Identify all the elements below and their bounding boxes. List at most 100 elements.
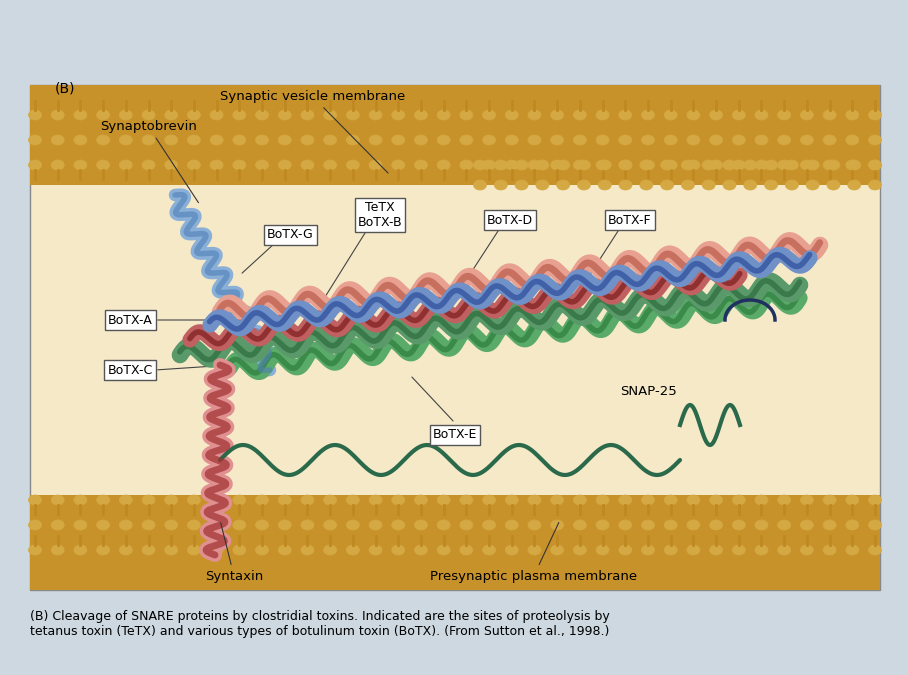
Text: BoTX-G: BoTX-G <box>267 229 313 242</box>
Ellipse shape <box>459 110 473 120</box>
Ellipse shape <box>346 110 360 120</box>
Ellipse shape <box>709 110 723 120</box>
Ellipse shape <box>868 160 882 170</box>
Ellipse shape <box>28 520 42 530</box>
Ellipse shape <box>119 520 133 530</box>
Ellipse shape <box>664 135 677 145</box>
Ellipse shape <box>51 495 64 505</box>
Ellipse shape <box>210 495 223 505</box>
FancyBboxPatch shape <box>30 495 880 590</box>
Ellipse shape <box>800 495 814 505</box>
Ellipse shape <box>823 110 836 120</box>
Ellipse shape <box>142 110 155 120</box>
Ellipse shape <box>119 545 133 555</box>
Ellipse shape <box>744 180 756 190</box>
Ellipse shape <box>323 520 337 530</box>
Ellipse shape <box>573 135 587 145</box>
Ellipse shape <box>686 135 700 145</box>
Text: (B) Cleavage of SNARE proteins by clostridial toxins. Indicated are the sites of: (B) Cleavage of SNARE proteins by clostr… <box>30 610 610 638</box>
Ellipse shape <box>96 545 110 555</box>
Text: BoTX-F: BoTX-F <box>608 213 652 227</box>
Ellipse shape <box>845 160 859 170</box>
Ellipse shape <box>278 495 291 505</box>
Ellipse shape <box>661 160 674 170</box>
Ellipse shape <box>528 110 541 120</box>
Ellipse shape <box>765 160 777 170</box>
Ellipse shape <box>823 495 836 505</box>
Ellipse shape <box>664 545 677 555</box>
Ellipse shape <box>515 180 528 190</box>
Ellipse shape <box>709 160 723 170</box>
Ellipse shape <box>618 135 632 145</box>
Ellipse shape <box>391 110 405 120</box>
Ellipse shape <box>596 160 609 170</box>
Ellipse shape <box>732 135 745 145</box>
Ellipse shape <box>681 160 695 170</box>
Ellipse shape <box>232 110 246 120</box>
Ellipse shape <box>800 520 814 530</box>
Ellipse shape <box>210 520 223 530</box>
Ellipse shape <box>164 160 178 170</box>
Ellipse shape <box>800 160 814 170</box>
Ellipse shape <box>482 110 496 120</box>
Ellipse shape <box>664 110 677 120</box>
Ellipse shape <box>640 160 653 170</box>
Ellipse shape <box>557 180 569 190</box>
Ellipse shape <box>868 110 882 120</box>
Ellipse shape <box>723 180 736 190</box>
Ellipse shape <box>577 180 590 190</box>
Ellipse shape <box>278 160 291 170</box>
Ellipse shape <box>414 545 428 555</box>
FancyBboxPatch shape <box>30 85 880 185</box>
Ellipse shape <box>74 160 87 170</box>
Ellipse shape <box>505 495 518 505</box>
Ellipse shape <box>51 110 64 120</box>
Ellipse shape <box>210 545 223 555</box>
Ellipse shape <box>755 160 768 170</box>
Ellipse shape <box>96 520 110 530</box>
Text: SNAP-25: SNAP-25 <box>620 385 676 398</box>
Ellipse shape <box>391 135 405 145</box>
Ellipse shape <box>723 160 736 170</box>
Ellipse shape <box>96 110 110 120</box>
Ellipse shape <box>618 520 632 530</box>
Ellipse shape <box>596 545 609 555</box>
Ellipse shape <box>391 545 405 555</box>
Ellipse shape <box>577 160 590 170</box>
Ellipse shape <box>494 160 508 170</box>
Ellipse shape <box>709 495 723 505</box>
Ellipse shape <box>459 520 473 530</box>
Ellipse shape <box>414 110 428 120</box>
Ellipse shape <box>323 545 337 555</box>
Ellipse shape <box>598 160 611 170</box>
Ellipse shape <box>640 180 653 190</box>
Ellipse shape <box>255 520 269 530</box>
Ellipse shape <box>51 545 64 555</box>
Ellipse shape <box>868 180 882 190</box>
Ellipse shape <box>187 110 201 120</box>
Ellipse shape <box>686 545 700 555</box>
Ellipse shape <box>528 495 541 505</box>
Ellipse shape <box>51 160 64 170</box>
Ellipse shape <box>868 160 882 170</box>
Ellipse shape <box>845 110 859 120</box>
Ellipse shape <box>459 495 473 505</box>
Ellipse shape <box>755 495 768 505</box>
Ellipse shape <box>641 110 655 120</box>
Ellipse shape <box>28 495 42 505</box>
Ellipse shape <box>301 545 314 555</box>
Ellipse shape <box>255 160 269 170</box>
Ellipse shape <box>641 545 655 555</box>
Ellipse shape <box>255 545 269 555</box>
Ellipse shape <box>661 180 674 190</box>
Ellipse shape <box>848 160 861 170</box>
Ellipse shape <box>164 495 178 505</box>
Ellipse shape <box>681 180 695 190</box>
Ellipse shape <box>845 495 859 505</box>
Ellipse shape <box>536 180 548 190</box>
Ellipse shape <box>827 160 840 170</box>
Ellipse shape <box>823 160 836 170</box>
Ellipse shape <box>119 495 133 505</box>
Ellipse shape <box>573 545 587 555</box>
Ellipse shape <box>868 520 882 530</box>
